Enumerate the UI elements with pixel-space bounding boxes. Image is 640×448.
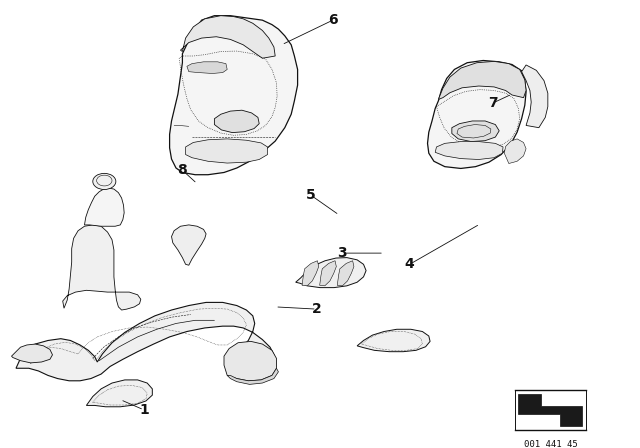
Polygon shape [518, 394, 582, 426]
Polygon shape [180, 16, 275, 58]
Polygon shape [296, 258, 366, 288]
Polygon shape [86, 380, 152, 407]
Polygon shape [504, 139, 526, 164]
Polygon shape [337, 261, 354, 286]
Polygon shape [227, 368, 278, 384]
Polygon shape [428, 60, 526, 168]
Polygon shape [438, 61, 526, 99]
Polygon shape [435, 142, 503, 159]
Polygon shape [302, 261, 319, 286]
Polygon shape [172, 225, 206, 265]
Text: 5: 5 [305, 188, 316, 202]
Polygon shape [522, 65, 548, 128]
Polygon shape [214, 110, 259, 133]
Polygon shape [224, 341, 276, 381]
Polygon shape [16, 302, 275, 381]
Text: 3: 3 [337, 246, 348, 260]
Text: 6: 6 [328, 13, 338, 27]
Text: 4: 4 [404, 257, 415, 271]
Polygon shape [170, 16, 298, 175]
Polygon shape [187, 62, 227, 73]
Polygon shape [452, 121, 499, 142]
Circle shape [93, 173, 116, 190]
Polygon shape [186, 139, 268, 163]
Text: 001 441 45: 001 441 45 [524, 440, 577, 448]
Text: 2: 2 [312, 302, 322, 316]
Polygon shape [319, 261, 337, 286]
Text: 1: 1 [139, 403, 149, 417]
Polygon shape [63, 225, 141, 310]
Polygon shape [12, 344, 52, 363]
Text: 8: 8 [177, 163, 188, 177]
Polygon shape [84, 188, 124, 226]
Text: 7: 7 [488, 96, 498, 110]
Polygon shape [357, 329, 430, 352]
